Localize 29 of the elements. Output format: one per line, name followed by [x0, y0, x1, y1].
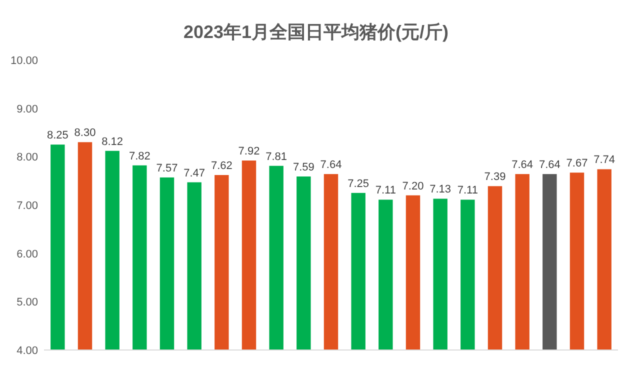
data-label: 7.13	[430, 184, 452, 196]
data-label: 7.11	[457, 184, 478, 197]
data-label: 8.12	[102, 136, 124, 148]
y-tick-label: 4.00	[16, 345, 38, 357]
y-tick-label: 9.00	[16, 103, 38, 116]
y-tick-label: 10.00	[10, 55, 38, 67]
data-label: 8.30	[74, 127, 96, 140]
y-tick-label: 7.00	[16, 200, 38, 212]
data-label: 7.64	[512, 159, 534, 172]
data-label: 8.25	[46, 130, 68, 142]
data-label: 7.92	[238, 146, 260, 158]
data-label: 7.11	[375, 184, 396, 197]
y-tick-label: 5.00	[16, 296, 38, 309]
data-label: 7.59	[292, 161, 314, 174]
data-label: 7.25	[348, 178, 370, 190]
y-tick-label: 8.00	[16, 152, 38, 164]
data-label: 7.57	[156, 162, 178, 174]
data-label: 7.47	[184, 167, 206, 180]
data-label: 7.67	[566, 158, 588, 170]
data-label: 7.81	[266, 150, 288, 163]
data-label: 7.82	[128, 150, 150, 162]
y-tick-label: 6.00	[16, 248, 38, 260]
data-label: 7.74	[594, 154, 616, 166]
data-label: 7.64	[538, 159, 560, 172]
chart-title: 2023年1月全国日平均猪价(元/斤)	[183, 22, 449, 42]
data-label: 7.62	[210, 160, 232, 172]
data-label: 7.64	[320, 159, 342, 172]
data-label: 7.20	[402, 180, 424, 192]
data-label: 7.39	[484, 171, 506, 184]
